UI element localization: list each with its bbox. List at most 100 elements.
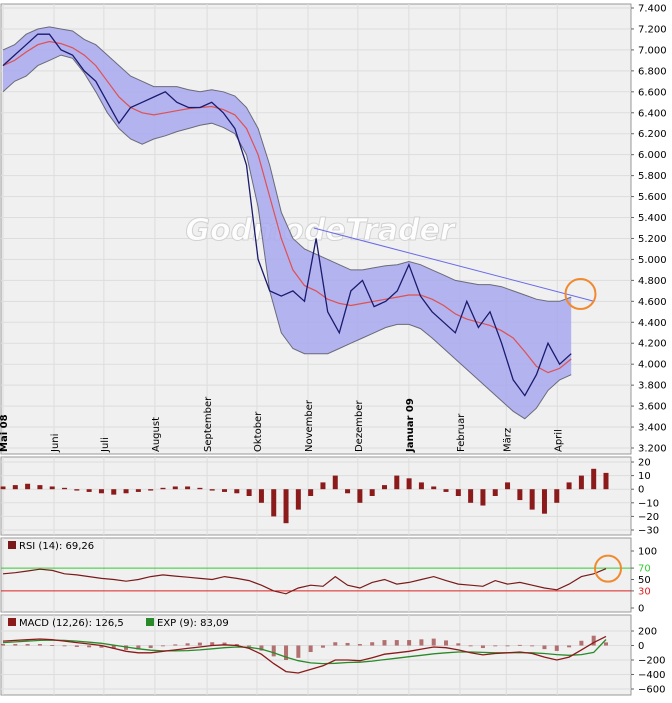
histogram-bar (554, 489, 560, 503)
hist-tick-label: 0 (638, 485, 644, 496)
exp-title: EXP (9): 83,09 (157, 618, 229, 629)
histogram-bar (123, 489, 129, 494)
macd-histogram-bar (210, 642, 215, 646)
histogram-bar (209, 489, 215, 491)
histogram-bar (418, 482, 424, 490)
macd-histogram-bar (382, 640, 387, 646)
trend-segment (313, 227, 595, 302)
histogram-bar (111, 489, 117, 495)
histogram-bar (566, 482, 572, 490)
histogram-bar (160, 487, 166, 490)
macd-histogram-bar (604, 642, 608, 646)
macd-histogram-bar (136, 645, 141, 650)
histogram-bar (541, 489, 547, 514)
trend-line (313, 227, 595, 302)
macd-histogram-bar (271, 645, 276, 657)
band-lower-line (2, 54, 572, 420)
macd-histogram-bar (554, 645, 559, 651)
macd-histogram-bar (50, 645, 55, 646)
month-label: April (553, 429, 564, 452)
macd-histogram-bar (13, 644, 18, 646)
macd-histogram-bar (530, 645, 535, 647)
rsi-tick-label: 70 (638, 564, 651, 575)
histogram-bar (37, 485, 43, 490)
macd-title: MACD (12,26): 126,5 (19, 618, 124, 629)
macd-histogram-bar (148, 645, 153, 649)
price-tick-label: 3.400 (638, 423, 667, 434)
histogram-y-axis: 20 10 0 −10 −20 −30 (631, 458, 659, 537)
histogram-bar (197, 487, 203, 490)
histogram-bar (517, 489, 523, 501)
price-tick-label: 5.400 (638, 213, 667, 224)
rsi-levels (1, 567, 631, 592)
histogram-bar (431, 486, 437, 490)
macd-histogram-bar (493, 645, 498, 647)
histogram-bar (148, 489, 154, 491)
macd-histogram-bar (579, 640, 584, 646)
histogram-bar (308, 489, 314, 496)
macd-panel-frame (0, 614, 632, 696)
month-label: Dezember (354, 400, 365, 452)
hist-tick-label: −30 (638, 526, 659, 537)
macd-histogram-bar (173, 644, 178, 646)
rsi-tick-label: 0 (638, 604, 644, 615)
macd-histogram-bar (333, 642, 338, 646)
month-label: Januar 09 (405, 398, 416, 453)
macd-histogram-bar (74, 645, 79, 647)
macd-histogram-bar (394, 640, 399, 646)
macd-tick-label: −200 (638, 656, 665, 667)
histogram-bar (25, 483, 31, 490)
macd-histogram-bar (444, 640, 449, 646)
macd-histogram-bar (197, 642, 202, 646)
month-axis: Mai 08 Juni Juli August September Oktober Nove… (0, 396, 564, 453)
price-tick-label: 5.800 (638, 171, 667, 182)
macd-histogram-bar (99, 645, 104, 648)
histogram-bar (529, 489, 535, 510)
histogram-bar (295, 489, 301, 510)
macd-tick-label: 200 (638, 627, 657, 638)
price-tick-label: 7.000 (638, 45, 667, 56)
histogram-bar (74, 489, 80, 491)
price-tick-label: 4.200 (638, 339, 667, 350)
histogram-bar (222, 489, 228, 492)
histogram-bar (406, 478, 412, 490)
macd-histogram-bar (25, 644, 30, 646)
macd-histogram-bar (185, 643, 190, 646)
macd-grid (1, 615, 631, 695)
price-tick-label: 7.200 (638, 24, 667, 35)
month-label: November (304, 399, 315, 452)
macd-histogram-bar (259, 645, 264, 651)
histogram-bar (62, 487, 68, 490)
macd-y-axis: 200 0 −200 −400 −600 (631, 627, 665, 696)
histogram-bar (591, 468, 597, 490)
rsi-line (2, 568, 607, 595)
month-label: Juni (50, 434, 61, 453)
histogram-bar (258, 489, 264, 503)
macd-histogram-bar (37, 644, 42, 646)
macd-histogram-bar (1, 644, 5, 646)
histogram-bar (369, 489, 375, 496)
rsi-highlight-circle (594, 554, 622, 583)
macd-histogram-bar (480, 645, 485, 649)
macd-lines (1, 635, 608, 674)
histogram-grid (1, 457, 631, 535)
price-tick-label: 4.400 (638, 318, 667, 329)
price-y-axis: 3.200 3.400 3.600 3.800 4.000 4.200 4.400 4.600… (631, 4, 667, 455)
macd-path (2, 635, 607, 674)
price-tick-label: 4.000 (638, 360, 667, 371)
histogram-bar (455, 489, 461, 496)
price-tick-label: 4.600 (638, 297, 667, 308)
macd-histogram-bar (419, 639, 424, 646)
macd-histogram-bar (296, 645, 301, 658)
price-tick-label: 3.800 (638, 381, 667, 392)
histogram-bar (345, 489, 351, 494)
macd-histogram-bar (160, 645, 165, 647)
macd-histogram-bar (468, 645, 473, 647)
histogram-bar (443, 489, 449, 492)
macd-histogram-bar (62, 645, 67, 647)
price-tick-label: 3.200 (638, 444, 667, 455)
macd-histogram-bar (234, 644, 239, 646)
histogram-bar (320, 482, 326, 490)
